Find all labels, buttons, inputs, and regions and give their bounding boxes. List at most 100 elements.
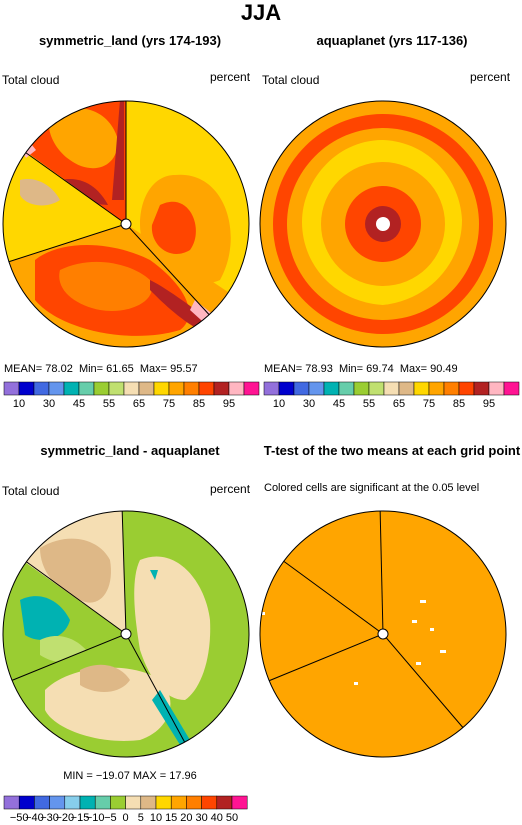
panel1-colorbar-swatch-8 bbox=[123, 381, 140, 396]
panel2-colorbar-swatch-7 bbox=[368, 381, 385, 396]
panel1-colorbar-swatch-9 bbox=[138, 381, 155, 396]
panel1-sector-line-2 bbox=[21, 149, 127, 225]
panel2-colorbar-swatch-10 bbox=[413, 381, 430, 396]
panel2-colorbar-swatch-13 bbox=[458, 381, 475, 396]
panel1-title: symmetric_land (yrs 174-193) bbox=[38, 33, 222, 48]
panel3-colorbar-swatch-2 bbox=[34, 795, 50, 810]
panel3-colorbar-swatch-8 bbox=[125, 795, 142, 810]
panel1-pole bbox=[120, 218, 132, 230]
panel4-sector-line-3 bbox=[265, 633, 384, 683]
panel3-sector-line-4 bbox=[125, 633, 191, 753]
panel4-insig-cell-4 bbox=[440, 650, 446, 653]
panel3-right-beige-cell bbox=[134, 556, 211, 700]
panel1-colorbar-swatch-5 bbox=[78, 381, 95, 396]
panel3-colorbar-swatch-12 bbox=[186, 795, 202, 810]
panel3-lower-beige-cell bbox=[45, 667, 171, 741]
panel1-land-cell-a bbox=[48, 108, 118, 169]
panel3-colorbar-swatch-4 bbox=[64, 795, 81, 810]
panel2-colorbar-swatch-2 bbox=[293, 381, 310, 396]
panel3-colorbar-swatch-15 bbox=[231, 795, 248, 810]
panel2-max: 90.49 bbox=[430, 363, 458, 375]
panel1-mean-label: MEAN= bbox=[4, 363, 43, 375]
panel1-colorbar-swatch-7 bbox=[108, 381, 125, 396]
panel2-colorbar-swatch-14 bbox=[473, 381, 490, 396]
panel3-colorbar-tick-label-14: 50 bbox=[226, 812, 238, 824]
panel1-land-cell-b bbox=[112, 101, 124, 200]
panel4-subtitle: Colored cells are significant at the 0.0… bbox=[264, 482, 480, 494]
panel2-colorbar: 10 30 45 55 65 75 85 95 bbox=[263, 381, 520, 410]
panel2-min: 69.74 bbox=[366, 363, 394, 375]
panel1-left-sector bbox=[3, 146, 126, 262]
panel1-colorbar-swatch-2 bbox=[33, 381, 50, 396]
panel1-max-label: Max= bbox=[139, 363, 168, 375]
panel2-colorbar-tick-label-6: 85 bbox=[453, 398, 465, 410]
panel3-colorbar-tick-label-10: 15 bbox=[165, 812, 177, 824]
panel1-red-cell bbox=[151, 201, 196, 254]
panel3-colorbar-tick-label-7: 0 bbox=[123, 812, 129, 824]
panel3-colorbar-swatch-10 bbox=[155, 795, 172, 810]
panel2-colorbar-swatch-12 bbox=[443, 381, 460, 396]
panel1-left-cell bbox=[20, 179, 60, 206]
panel1-max: 95.57 bbox=[170, 363, 198, 375]
panel2-colorbar-tick-label-4: 65 bbox=[393, 398, 405, 410]
panel3-colorbar-tick-label-12: 30 bbox=[195, 812, 207, 824]
panel1-colorbar-swatch-0 bbox=[3, 381, 20, 396]
panel1-min-label: Min= bbox=[78, 363, 104, 375]
panel3-colorbar-swatch-1 bbox=[18, 795, 35, 810]
panel1-colorbar-swatch-14 bbox=[213, 381, 230, 396]
panel1-stats: MEAN= 78.02 Min= 61.65 Max= 95.57 bbox=[4, 363, 198, 375]
panel2-colorbar-swatch-15 bbox=[488, 381, 505, 396]
panel1-colorbar-tick-label-4: 65 bbox=[133, 398, 145, 410]
panel1-units-label: percent bbox=[210, 70, 251, 84]
panel1-colorbar-swatch-12 bbox=[183, 381, 200, 396]
panel3-sector-line-2 bbox=[23, 559, 127, 635]
panel2-pole bbox=[376, 217, 390, 231]
panel2-colorbar-swatch-11 bbox=[428, 381, 445, 396]
panel1-colorbar-tick-label-0: 10 bbox=[13, 398, 25, 410]
panel2-colorbar-swatch-9 bbox=[398, 381, 415, 396]
panel1-colorbar-swatch-1 bbox=[18, 381, 35, 396]
panel3-colorbar-swatch-0 bbox=[3, 795, 20, 810]
panel1-colorbar-swatch-10 bbox=[153, 381, 170, 396]
panel3-colorbar-tick-label-8: 5 bbox=[138, 812, 144, 824]
panel3-title: symmetric_land - aquaplanet bbox=[40, 443, 220, 458]
panel3-colorbar-swatch-13 bbox=[201, 795, 218, 810]
panel1-colorbar-swatch-4 bbox=[63, 381, 80, 396]
panel1-colorbar-swatch-13 bbox=[198, 381, 215, 396]
panel4-insig-cell-3 bbox=[430, 628, 434, 631]
panel3-colorbar-tick-label-5: −10 bbox=[86, 812, 105, 824]
panel3-stats: MIN = −19.07 MAX = 17.96 bbox=[63, 770, 197, 782]
panel2-min-label: Min= bbox=[338, 363, 364, 375]
panel4-insig-cell-6 bbox=[354, 682, 358, 685]
panel4-insig-cell-1 bbox=[420, 600, 426, 603]
panel2-border bbox=[259, 100, 507, 348]
panel3-colorbar-tick-label-6: −5 bbox=[104, 812, 117, 824]
panel3-pole bbox=[120, 628, 132, 640]
panel3-field-label: Total cloud bbox=[2, 484, 60, 498]
panel1-colorbar-tick-label-3: 55 bbox=[103, 398, 115, 410]
panel3-teal-cell-2 bbox=[20, 596, 70, 640]
panel2-title: aquaplanet (yrs 117-136) bbox=[316, 33, 468, 48]
panel4-insig-cell-5 bbox=[416, 662, 421, 665]
panel4-pole bbox=[377, 628, 389, 640]
panel1-colorbar-tick-label-1: 30 bbox=[43, 398, 55, 410]
panel3-colorbar-swatch-6 bbox=[94, 795, 111, 810]
panel4-insig-cell-7 bbox=[262, 612, 265, 615]
panel1-sector-line-3 bbox=[7, 223, 127, 263]
panel2-colorbar-tick-label-1: 30 bbox=[303, 398, 315, 410]
panel2-colorbar-tick-label-2: 45 bbox=[333, 398, 345, 410]
panel1-sector-line-4 bbox=[125, 223, 215, 321]
panel3-lower-tan-cell bbox=[80, 664, 130, 692]
panel1-mean: 78.02 bbox=[45, 363, 73, 375]
panel3-upper-tan-cell bbox=[40, 538, 111, 603]
panel2-units-label: percent bbox=[470, 70, 511, 84]
panel2-colorbar-swatch-0 bbox=[263, 381, 280, 396]
panel2-mean-label: MEAN= bbox=[264, 363, 303, 375]
panel1-colorbar-swatch-16 bbox=[243, 381, 260, 396]
panel3-colorbar: −50−40−30−20−15−10 −5 0 5 10 15 20 30 40 50 bbox=[3, 795, 248, 824]
panel1-field-label: Total cloud bbox=[2, 73, 60, 87]
panel3-colorbar-tick-label-3: −20 bbox=[55, 812, 74, 824]
panel2-colorbar-tick-label-3: 55 bbox=[363, 398, 375, 410]
panel2-colorbar-tick-label-0: 10 bbox=[273, 398, 285, 410]
